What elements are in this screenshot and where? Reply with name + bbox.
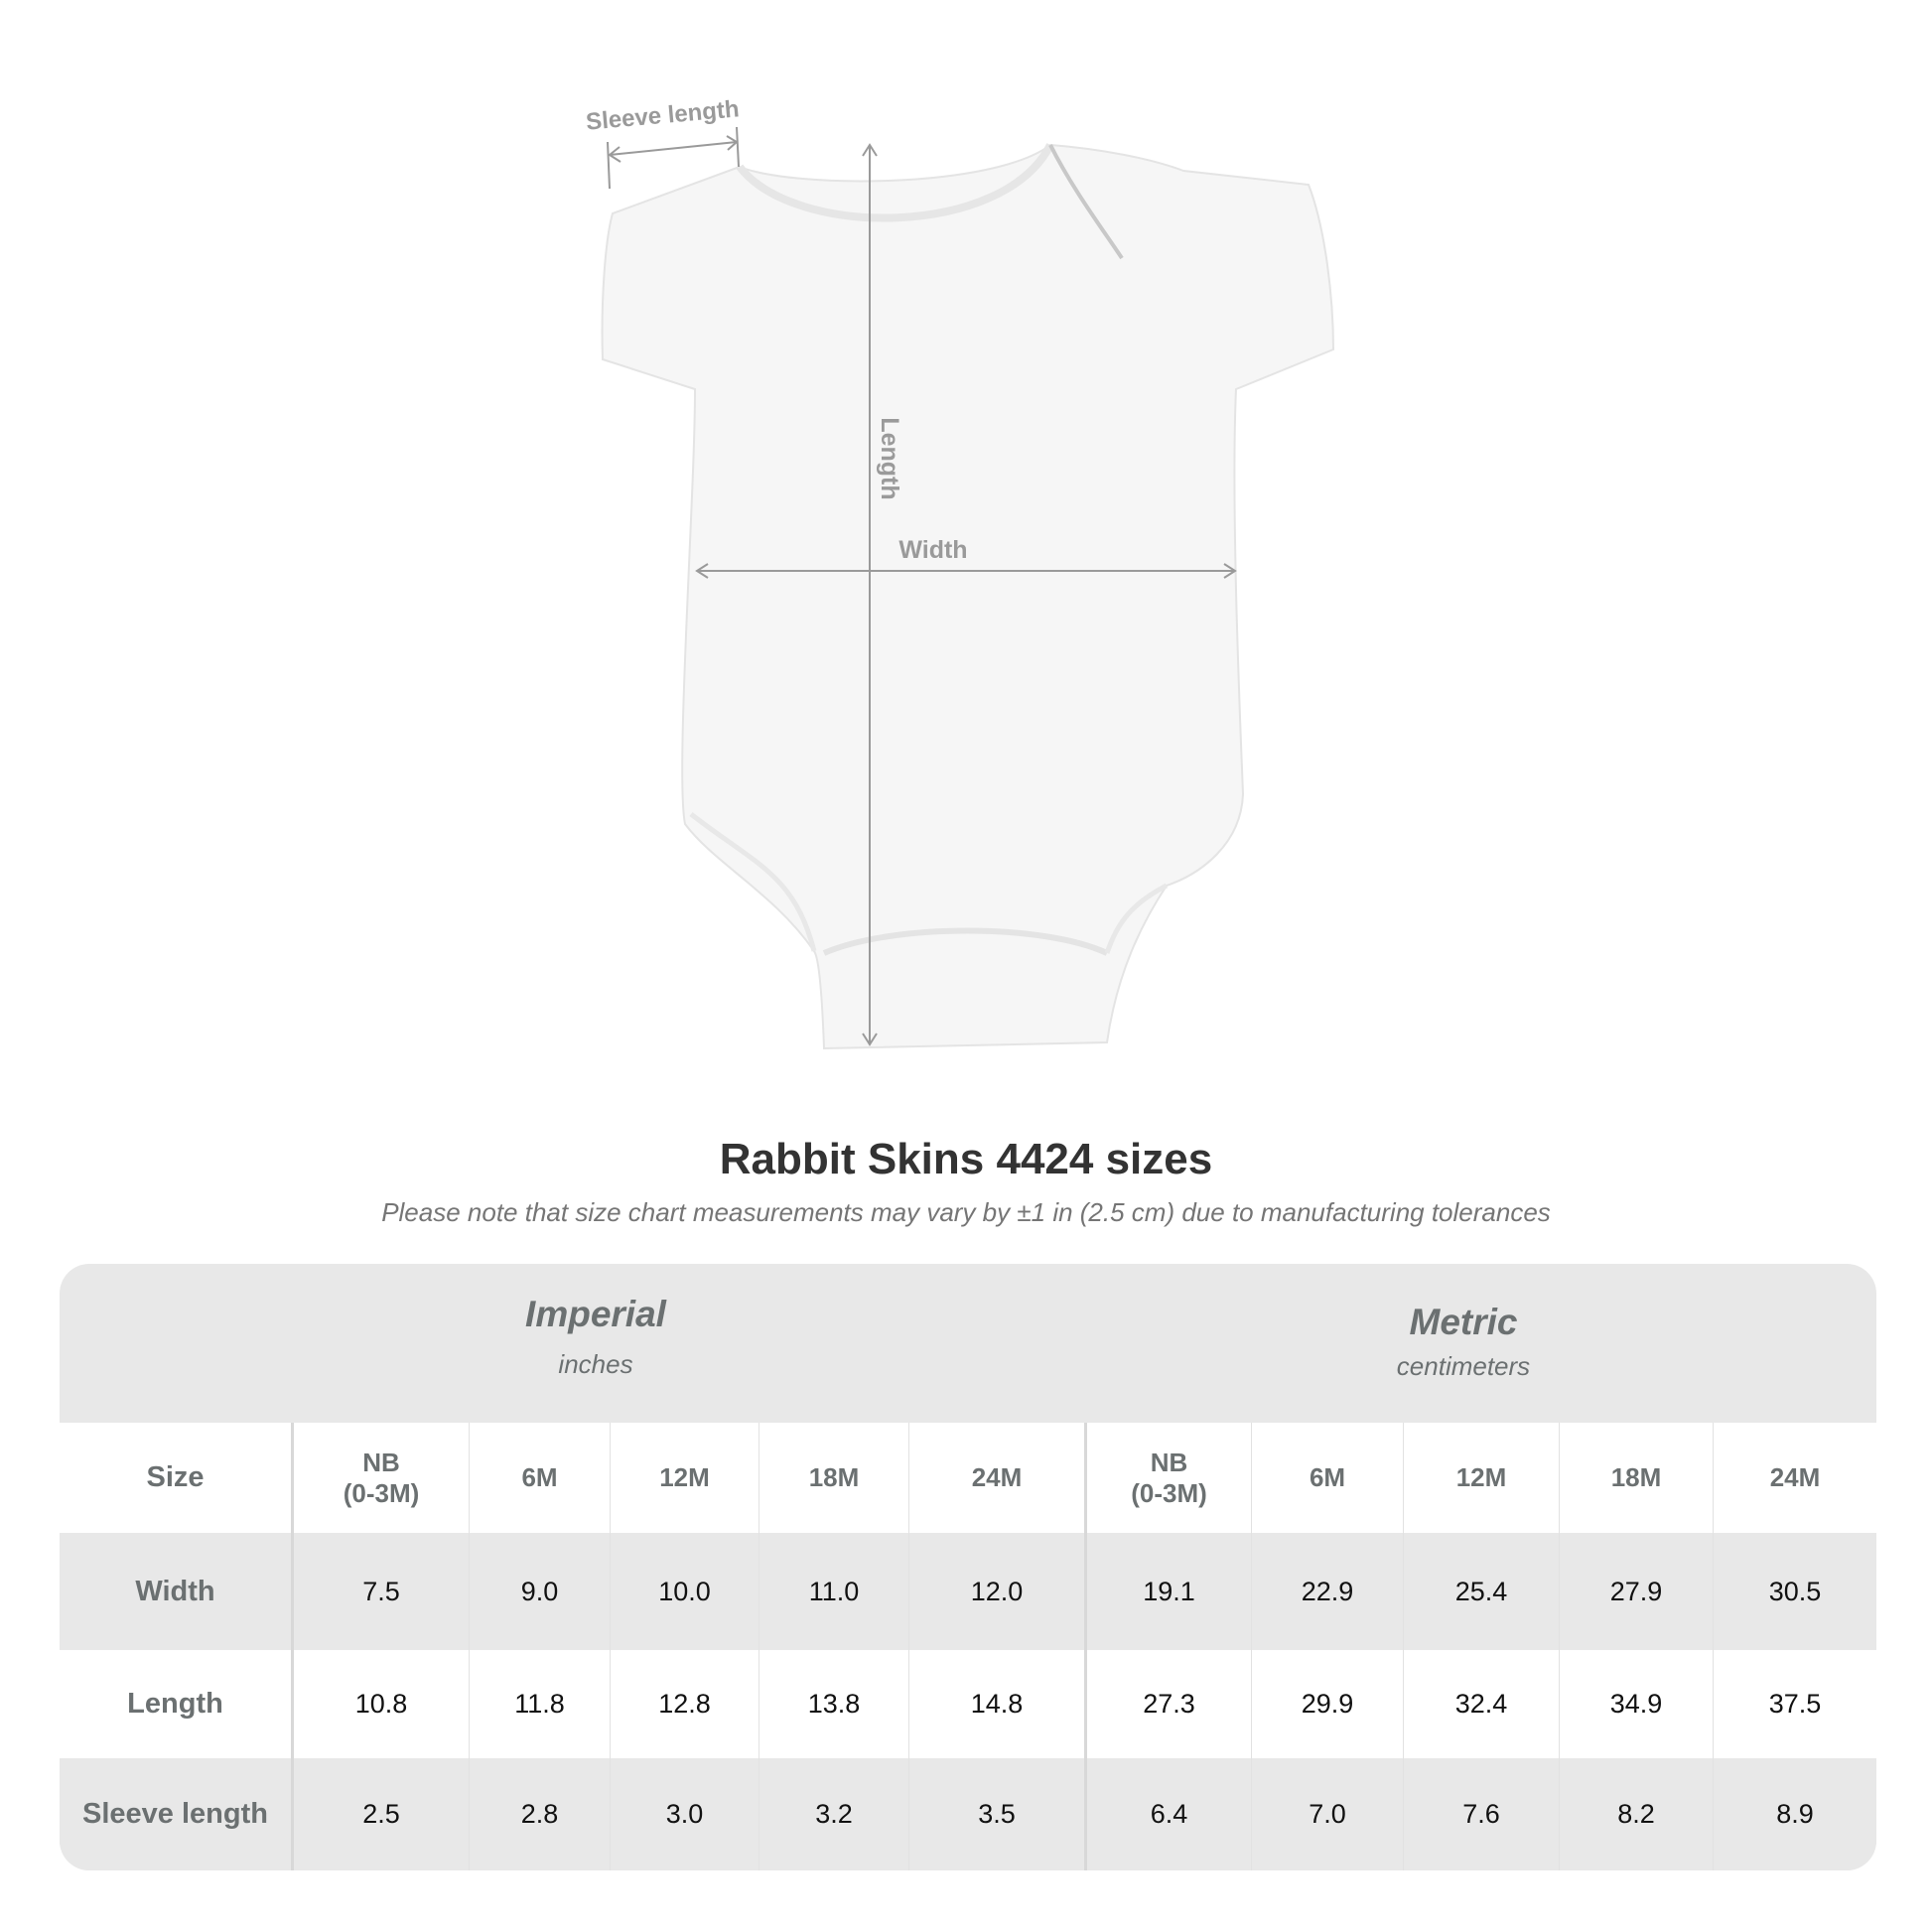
imperial-size-header: 18M (759, 1423, 908, 1533)
size-grid: Size NB (0-3M) 6M 12M 18M 24M NB (0-3M) 6M 12M 18… (60, 1423, 1876, 1870)
imperial-value-cell: 13.8 (759, 1650, 908, 1758)
imperial-size-header: NB (0-3M) (291, 1423, 469, 1533)
imperial-value-cell: 3.5 (908, 1758, 1084, 1870)
metric-value-cell: 8.2 (1559, 1758, 1713, 1870)
imperial-value-cell: 12.0 (908, 1533, 1084, 1650)
row-label: Width (60, 1533, 291, 1650)
metric-value-cell: 37.5 (1713, 1650, 1876, 1758)
metric-size-header: NB (0-3M) (1084, 1423, 1251, 1533)
imperial-size-header: 24M (908, 1423, 1084, 1533)
imperial-value-cell: 2.5 (291, 1758, 469, 1870)
metric-value-cell: 27.9 (1559, 1533, 1713, 1650)
tolerance-note: Please note that size chart measurements… (381, 1197, 1551, 1227)
imperial-value-cell: 3.0 (610, 1758, 759, 1870)
imperial-value-cell: 12.8 (610, 1650, 759, 1758)
sleeve-length-label: Sleeve length (585, 95, 740, 135)
metric-size-header: 6M (1251, 1423, 1403, 1533)
imperial-value-cell: 10.8 (291, 1650, 469, 1758)
imperial-value-cell: 14.8 (908, 1650, 1084, 1758)
imperial-unit: inches (558, 1349, 633, 1379)
metric-value-cell: 8.9 (1713, 1758, 1876, 1870)
imperial-size-header: 6M (469, 1423, 610, 1533)
row-label: Sleeve length (60, 1758, 291, 1870)
bodysuit-measurement-diagram: Sleeve length Length Width (585, 95, 1335, 1050)
metric-size-header: 12M (1403, 1423, 1559, 1533)
imperial-value-cell: 10.0 (610, 1533, 759, 1650)
imperial-title: Imperial (525, 1294, 666, 1334)
measurement-lines (607, 126, 1237, 1046)
sleeve-tick-left (607, 141, 611, 190)
sleeve-tick-right (736, 126, 740, 168)
row-label: Length (60, 1650, 291, 1758)
metric-value-cell: 6.4 (1084, 1758, 1251, 1870)
page-title: Rabbit Skins 4424 sizes (719, 1135, 1213, 1183)
imperial-value-cell: 2.8 (469, 1758, 610, 1870)
metric-value-cell: 34.9 (1559, 1650, 1713, 1758)
length-label: Length (876, 417, 903, 499)
metric-unit: centimeters (1396, 1351, 1531, 1381)
width-label: Width (898, 536, 967, 564)
metric-title: Metric (1409, 1302, 1518, 1342)
metric-value-cell: 29.9 (1251, 1650, 1403, 1758)
size-header: Size (60, 1423, 291, 1533)
imperial-size-header: 12M (610, 1423, 759, 1533)
metric-value-cell: 25.4 (1403, 1533, 1559, 1650)
metric-size-header: 24M (1713, 1423, 1876, 1533)
imperial-value-cell: 9.0 (469, 1533, 610, 1650)
metric-value-cell: 19.1 (1084, 1533, 1251, 1650)
imperial-value-cell: 7.5 (291, 1533, 469, 1650)
metric-value-cell: 7.6 (1403, 1758, 1559, 1870)
metric-value-cell: 22.9 (1251, 1533, 1403, 1650)
metric-value-cell: 7.0 (1251, 1758, 1403, 1870)
metric-size-header: 18M (1559, 1423, 1713, 1533)
imperial-value-cell: 11.8 (469, 1650, 610, 1758)
metric-value-cell: 27.3 (1084, 1650, 1251, 1758)
metric-header: Metric centimeters (1364, 1302, 1563, 1382)
size-table: Imperial inches Metric centimeters Size N… (60, 1264, 1876, 1870)
metric-value-cell: 32.4 (1403, 1650, 1559, 1758)
sleeve-arrow (609, 141, 738, 156)
imperial-header: Imperial inches (496, 1294, 695, 1380)
imperial-value-cell: 3.2 (759, 1758, 908, 1870)
imperial-value-cell: 11.0 (759, 1533, 908, 1650)
metric-value-cell: 30.5 (1713, 1533, 1876, 1650)
bodysuit-illustration (601, 143, 1335, 1050)
